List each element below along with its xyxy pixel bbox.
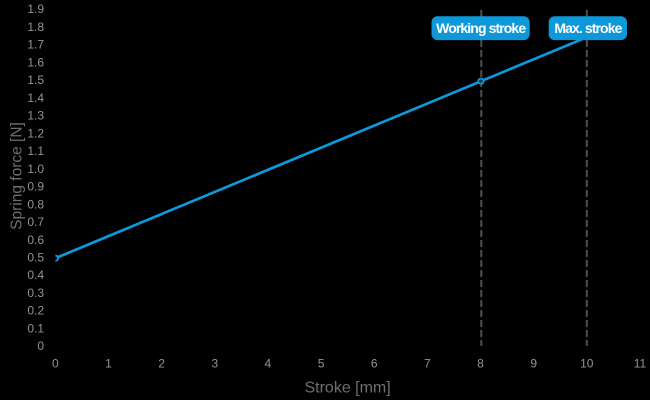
svg-text:10: 10 [580,357,594,371]
svg-text:6: 6 [371,357,378,371]
svg-text:1.7: 1.7 [27,38,44,52]
svg-text:Working stroke: Working stroke [436,20,526,36]
svg-text:0.7: 0.7 [27,215,44,229]
svg-text:1.0: 1.0 [27,162,44,176]
svg-text:9: 9 [530,357,537,371]
svg-text:0: 0 [37,339,44,353]
svg-text:1.9: 1.9 [27,2,44,16]
svg-text:0.8: 0.8 [27,197,44,211]
svg-text:5: 5 [318,357,325,371]
svg-text:Stroke [mm]: Stroke [mm] [304,380,390,397]
svg-text:1.5: 1.5 [27,73,44,87]
svg-text:0: 0 [52,357,59,371]
svg-text:0.4: 0.4 [27,268,44,282]
svg-text:Spring force [N]: Spring force [N] [9,122,26,230]
svg-text:2: 2 [158,357,165,371]
svg-text:11: 11 [634,357,647,371]
svg-text:1.6: 1.6 [27,55,44,69]
svg-text:1.1: 1.1 [27,144,44,158]
svg-text:1.8: 1.8 [27,20,44,34]
svg-text:4: 4 [265,357,272,371]
svg-text:0.2: 0.2 [27,304,44,318]
svg-text:0.6: 0.6 [27,233,44,247]
svg-text:0.3: 0.3 [27,286,44,300]
svg-text:0.5: 0.5 [27,251,44,265]
svg-text:1.3: 1.3 [27,109,44,123]
svg-text:0.9: 0.9 [27,180,44,194]
svg-text:Max. stroke: Max. stroke [554,20,622,36]
svg-text:1.4: 1.4 [27,91,44,105]
svg-text:8: 8 [477,357,484,371]
svg-text:0.1: 0.1 [27,322,44,336]
svg-text:7: 7 [424,357,431,371]
svg-text:1: 1 [105,357,112,371]
svg-text:1.2: 1.2 [27,126,44,140]
svg-text:3: 3 [211,357,218,371]
